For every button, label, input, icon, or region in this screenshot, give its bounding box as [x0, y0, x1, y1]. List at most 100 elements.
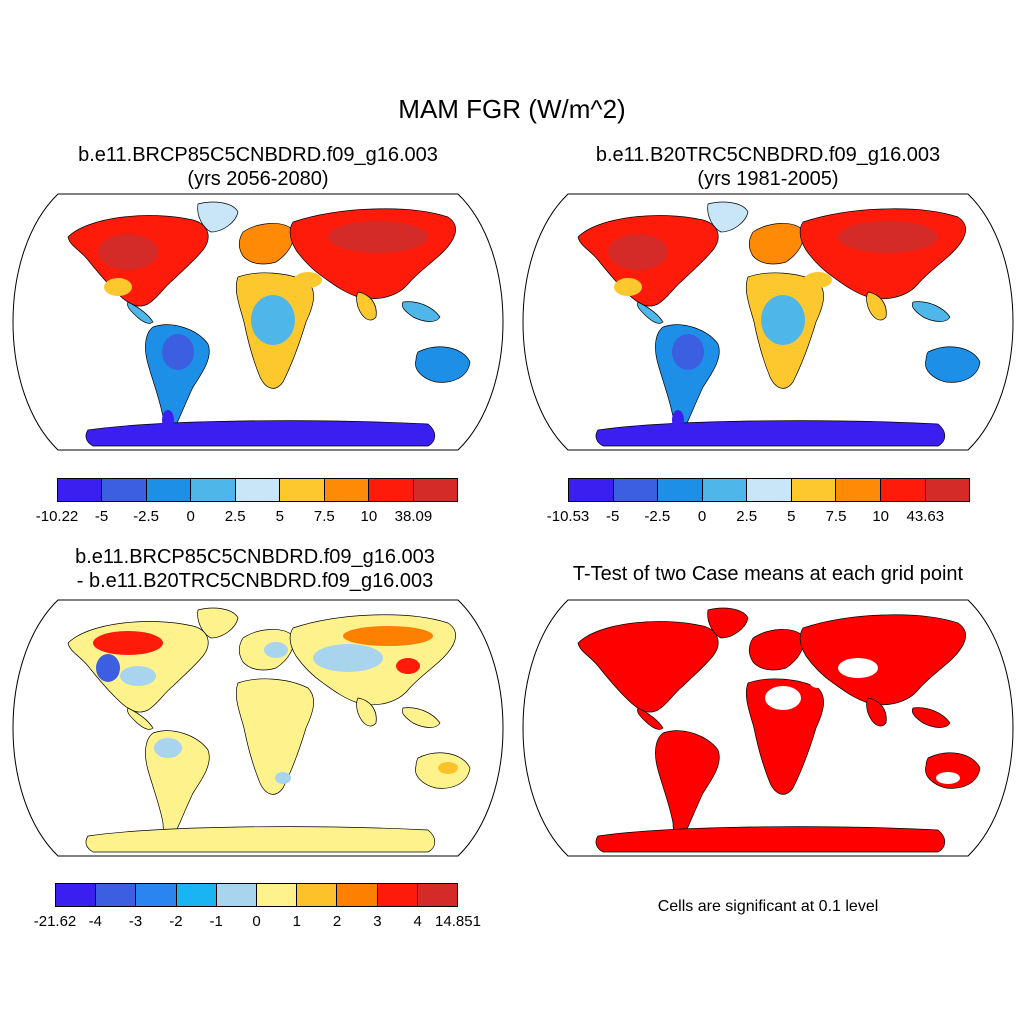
colorbar-swatch	[791, 479, 837, 501]
central-america-region	[127, 707, 154, 730]
colorbar-tick-label: 14.851	[435, 913, 481, 930]
colorbar-tick-label: -2.5	[644, 508, 671, 525]
colorbar-tick-label: -3	[128, 913, 143, 930]
map-panel-2	[522, 193, 1014, 451]
antarctica-region	[595, 826, 946, 853]
colorbar-panel-2	[568, 478, 970, 502]
colorbar-swatch	[56, 884, 97, 906]
colorbar-tick-label: 43.63	[906, 508, 945, 525]
field-patch	[251, 295, 295, 345]
field-patch	[608, 234, 668, 270]
colorbar-tick-label: 7.5	[313, 508, 335, 525]
field-patch	[104, 278, 132, 296]
north-america-region	[577, 621, 719, 713]
antarctica-region	[85, 420, 436, 447]
australia-region	[925, 346, 981, 383]
panel2-title: b.e11.B20TRC5CNBDRD.f09_g16.003	[595, 144, 941, 166]
colorbar-swatch	[747, 479, 792, 501]
colorbar-tick-label: -21.62	[33, 913, 77, 930]
colorbar-swatch	[337, 884, 378, 906]
map-panel-1	[12, 193, 504, 451]
colorbar-tick-label: 38.09	[394, 508, 433, 525]
europe-region	[238, 223, 294, 265]
field-patch	[614, 278, 642, 296]
field-patch	[328, 221, 428, 253]
field-patch	[264, 642, 288, 658]
field-patch	[162, 334, 194, 370]
field-patch	[810, 678, 826, 688]
colorbar-swatch	[880, 479, 926, 501]
colorbar-tick-label: 0	[252, 913, 261, 930]
field-patch	[838, 221, 938, 253]
field-patch	[672, 334, 704, 370]
colorbar-tick-label: 1	[292, 913, 301, 930]
colorbar-panel-3	[55, 883, 458, 907]
colorbar-swatch	[136, 884, 177, 906]
colorbar-tick-label: -10.22	[35, 508, 79, 525]
europe-region	[748, 223, 804, 265]
field-patch	[294, 272, 322, 288]
field-patch	[672, 410, 684, 430]
australia-region	[415, 346, 471, 383]
colorbar-tick-label: 5	[787, 508, 796, 525]
colorbar-tick-label: 10	[360, 508, 378, 525]
se-asia-region	[401, 301, 441, 322]
field-patch	[838, 658, 878, 678]
greenland-region	[707, 201, 749, 233]
colorbar-tick-label: -5	[605, 508, 620, 525]
central-america-region	[637, 707, 664, 730]
colorbar-tick-label: 2.5	[224, 508, 246, 525]
colorbar-tick-label: -2.5	[133, 508, 160, 525]
colorbar-swatch	[146, 479, 192, 501]
colorbar-swatch	[191, 479, 236, 501]
colorbar-swatch	[377, 884, 418, 906]
colorbar-tick-label: -2	[169, 913, 183, 930]
colorbar-panel-1	[57, 478, 458, 502]
field-patch	[804, 272, 832, 288]
colorbar-tick-label: 0	[697, 508, 707, 525]
se-asia-region	[911, 301, 951, 322]
field-patch	[936, 772, 960, 784]
colorbar-tick-label: 3	[373, 913, 382, 930]
field-patch	[765, 686, 801, 710]
central-america-region	[637, 301, 664, 324]
india-region	[356, 291, 377, 321]
colorbar-swatch	[257, 884, 298, 906]
field-patch	[438, 762, 458, 774]
europe-region	[748, 629, 804, 671]
figure-title: MAM FGR (W/m^2)	[398, 94, 626, 124]
field-patch	[313, 644, 383, 672]
field-patch	[154, 738, 182, 758]
se-asia-region	[911, 707, 951, 728]
colorbar-swatch	[836, 479, 881, 501]
field-patch	[275, 772, 291, 784]
panel1-subtitle: (yrs 2056-2080)	[187, 168, 329, 190]
colorbar-tick-label: 2	[332, 913, 342, 930]
field-patch	[120, 666, 156, 686]
colorbar-swatch	[96, 884, 137, 906]
antarctica-region	[85, 826, 436, 853]
india-region	[356, 697, 377, 727]
colorbar-labels-panel-2: -10.53 -5 -2.5 0 2.5 5 7.5 10 43.63	[547, 508, 970, 526]
colorbar-tick-label: 5	[275, 508, 284, 525]
colorbar-swatch	[369, 479, 414, 501]
colorbar-swatch	[413, 479, 457, 501]
colorbar-swatch	[324, 479, 370, 501]
field-patch	[162, 410, 174, 430]
field-patch	[396, 658, 420, 674]
map-panel-4	[522, 599, 1014, 857]
significance-note: Cells are significant at 0.1 level	[657, 898, 879, 915]
colorbar-swatch	[280, 479, 325, 501]
central-america-region	[127, 301, 154, 324]
colorbar-tick-label: 10	[872, 508, 889, 525]
colorbar-tick-label: -1	[209, 913, 223, 930]
colorbar-swatch	[925, 479, 970, 501]
map-panel-3	[12, 599, 504, 857]
field-patch	[93, 631, 163, 655]
india-region	[866, 697, 887, 727]
field-patch	[343, 626, 433, 646]
colorbar-tick-label: -4	[88, 913, 102, 930]
colorbar-swatch	[417, 884, 458, 906]
antarctica-region	[595, 420, 946, 447]
india-region	[866, 291, 887, 321]
